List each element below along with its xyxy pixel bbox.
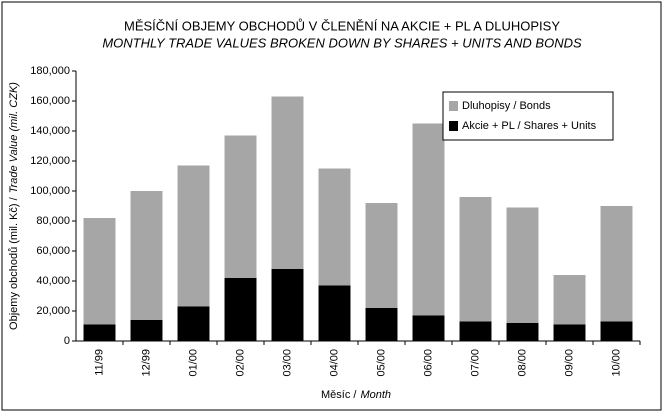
chart-subtitle: MONTHLY TRADE VALUES BROKEN DOWN BY SHAR…	[102, 35, 582, 50]
bar-segment	[365, 203, 398, 308]
x-tick-label: 01/00	[187, 349, 199, 377]
bar-segment	[506, 323, 539, 341]
y-tick-label: 20,000	[36, 305, 70, 317]
x-tick-label: 08/00	[516, 349, 528, 377]
y-axis-label: Objemy obchodů (mil. Kč) / Trade Value (m…	[8, 82, 20, 330]
bar-segment	[271, 96, 304, 269]
bar-segment	[271, 269, 304, 341]
bar-segment	[318, 168, 351, 286]
bar-segment	[177, 306, 210, 341]
x-tick-label: 09/00	[563, 349, 575, 377]
y-tick-label: 120,000	[30, 155, 70, 167]
x-tick-label: 06/00	[422, 349, 434, 377]
x-tick-label: 10/00	[610, 349, 622, 377]
bar-segment	[459, 321, 492, 341]
bar-segment	[412, 123, 445, 316]
y-axis-label-cz: Objemy obchodů (mil. Kč) /	[8, 196, 20, 330]
bar-segment	[600, 206, 633, 322]
bar-segment	[600, 321, 633, 341]
bar-segment	[224, 135, 257, 278]
bar-segment	[130, 191, 163, 320]
legend-swatch	[449, 101, 458, 111]
bar-segment	[459, 197, 492, 322]
bar-segment	[553, 275, 586, 325]
legend-box	[442, 91, 614, 141]
x-tick-label: 11/99	[93, 349, 105, 376]
legend-swatch	[449, 121, 458, 131]
bar-segment	[318, 285, 351, 341]
y-axis-label-en: Trade Value (mil. CZK)	[8, 82, 20, 194]
bar-segment	[412, 315, 445, 341]
y-tick-label: 160,000	[30, 95, 70, 107]
y-tick-label: 180,000	[30, 65, 70, 77]
bar-segment	[177, 165, 210, 307]
y-tick-label: 60,000	[36, 245, 70, 257]
y-tick-label: 0	[64, 335, 70, 347]
x-axis-label-en: Month	[360, 389, 391, 401]
chart-title: MĚSÍČNÍ OBJEMY OBCHODŮ V ČLENĚNÍ NA AKCI…	[124, 18, 560, 33]
x-tick-label: 05/00	[375, 349, 387, 377]
bar-segment	[506, 207, 539, 323]
x-tick-label: 02/00	[234, 349, 246, 377]
x-tick-label: 04/00	[328, 349, 340, 377]
y-tick-label: 100,000	[30, 185, 70, 197]
y-tick-label: 80,000	[36, 215, 70, 227]
x-axis-label-cz: Měsíc /	[321, 389, 357, 401]
legend-label: Akcie + PL / Shares + Units	[462, 120, 597, 132]
x-axis-label: Měsíc / Month	[321, 389, 391, 401]
bar-segment	[553, 324, 586, 341]
x-tick-label: 03/00	[281, 349, 293, 377]
bar-segment	[83, 324, 116, 341]
bar-segment	[365, 308, 398, 341]
y-tick-label: 40,000	[36, 275, 70, 287]
bar-segment	[130, 320, 163, 341]
legend-label: Dluhopisy / Bonds	[462, 100, 551, 112]
bar-segment	[83, 218, 116, 325]
y-tick-label: 140,000	[30, 125, 70, 137]
x-tick-label: 12/99	[140, 349, 152, 377]
x-tick-label: 07/00	[469, 349, 481, 377]
bar-segment	[224, 278, 257, 341]
